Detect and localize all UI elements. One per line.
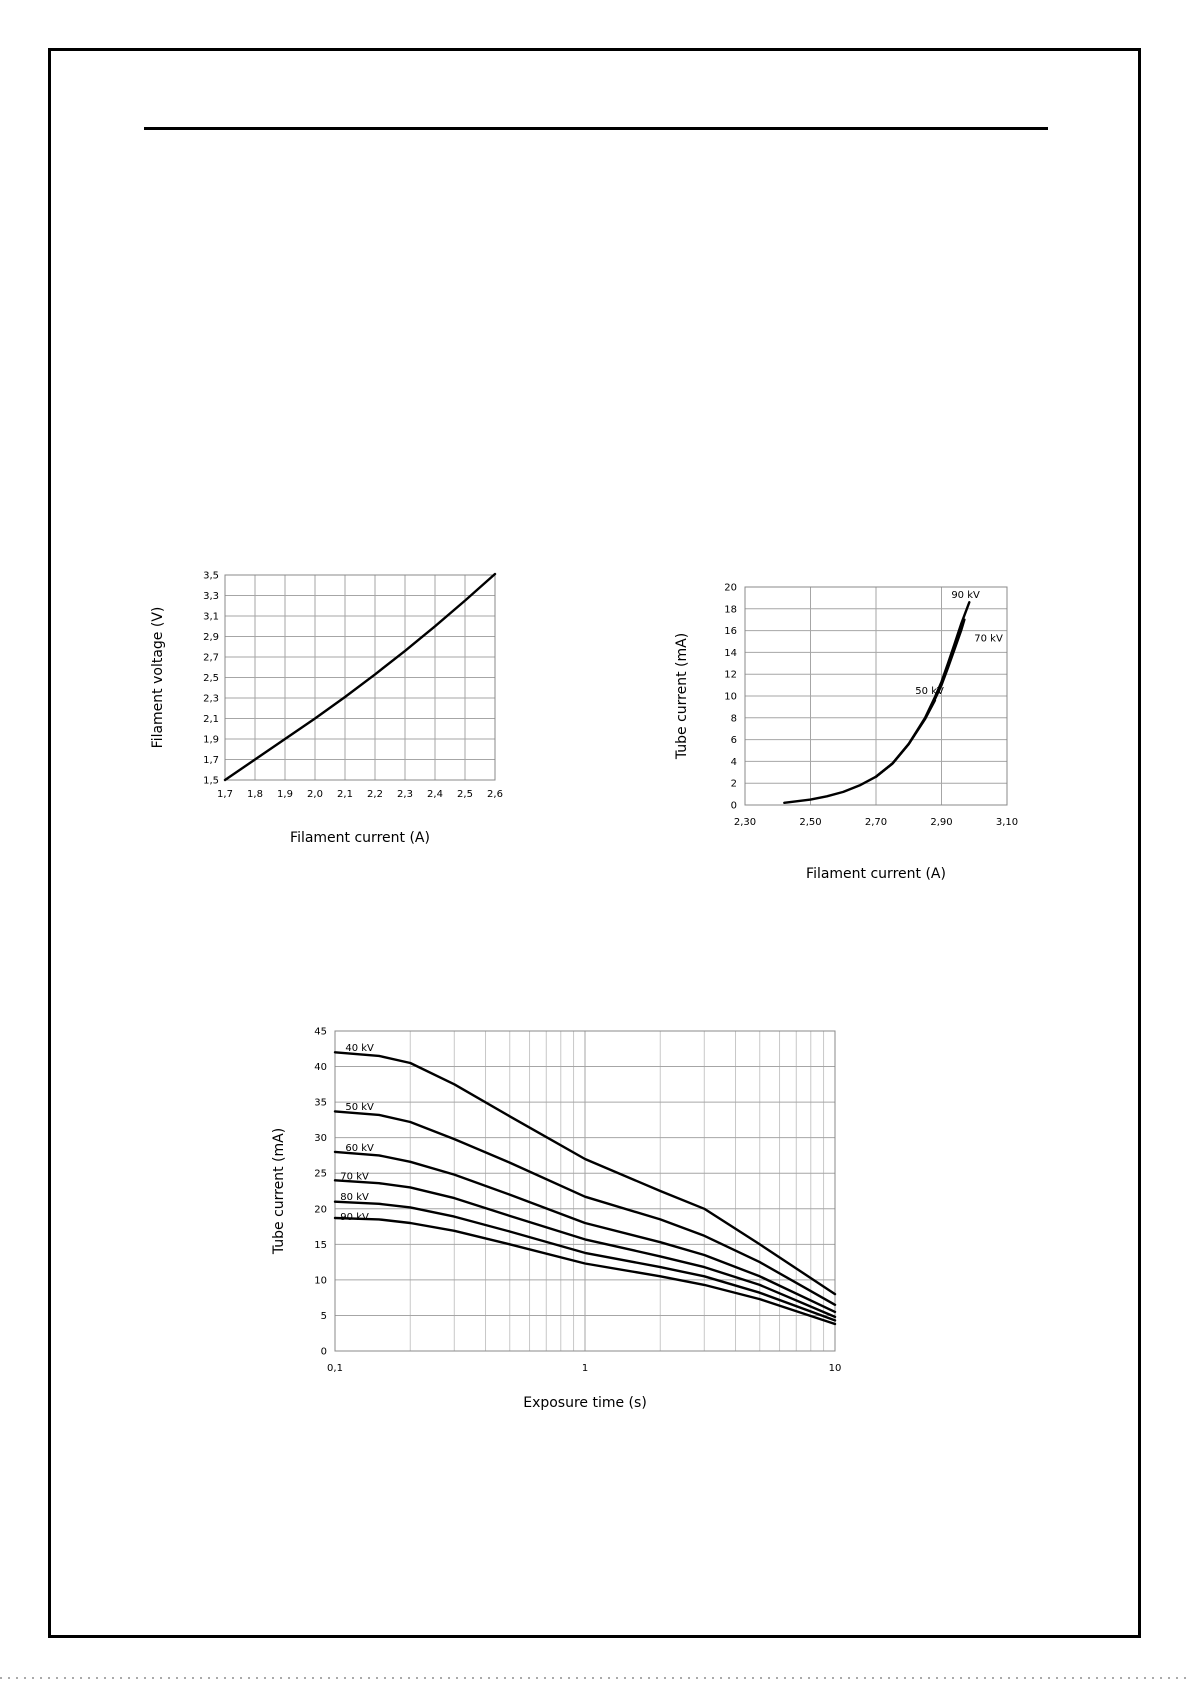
y-tick-label: 45 (314, 1027, 327, 1038)
y-tick-label: 8 (731, 713, 737, 724)
x-tick-label: 1,9 (277, 789, 293, 800)
y-axis-title: Tube current (mA) (271, 1128, 287, 1255)
series-label: 70 kV (340, 1172, 369, 1183)
y-tick-label: 3,1 (203, 612, 219, 623)
series-label: 80 kV (340, 1192, 369, 1203)
y-tick-label: 2,7 (203, 653, 219, 664)
y-tick-label: 2,9 (203, 632, 219, 643)
x-tick-label: 1,7 (217, 789, 233, 800)
y-tick-label: 15 (314, 1240, 327, 1251)
y-tick-label: 14 (724, 648, 737, 659)
y-tick-label: 3,5 (203, 571, 219, 582)
x-tick-label: 1 (582, 1363, 588, 1374)
header-rule (144, 127, 1048, 130)
y-tick-label: 1,9 (203, 735, 219, 746)
x-tick-label: 2,4 (427, 789, 443, 800)
series-label: 50 kV (345, 1102, 374, 1113)
x-tick-label: 2,30 (734, 817, 756, 828)
chart-tube-current-vs-filament: 2,30 2,50 2,70 2,90 3,10 0 2 4 6 8 10 12 14 16 18 20 50 … (674, 583, 1018, 881)
x-axis-title: Filament current (A) (290, 830, 430, 846)
x-tick-label: 2,3 (397, 789, 413, 800)
x-tick-label: 2,70 (865, 817, 887, 828)
y-axis-title: Tube current (mA) (674, 633, 690, 760)
x-tick-label: 0,1 (327, 1363, 343, 1374)
chart-tube-current-vs-exposure: 0,1 1 10 0 5 10 15 20 25 30 35 40 45 40 kV 50 kV 60 kV 7… (271, 1027, 842, 1412)
y-tick-label: 16 (724, 626, 737, 637)
y-tick-label: 4 (731, 757, 737, 768)
x-tick-label: 2,6 (487, 789, 503, 800)
y-tick-label: 1,5 (203, 776, 219, 787)
x-tick-label: 2,2 (367, 789, 383, 800)
series-line (874, 601, 971, 778)
series-line (333, 1150, 837, 1314)
y-tick-label: 30 (314, 1133, 327, 1144)
x-tick-label: 3,10 (996, 817, 1018, 828)
series-label: 50 kV (915, 686, 944, 697)
y-tick-label: 20 (724, 583, 737, 594)
y-tick-label: 25 (314, 1169, 327, 1180)
y-tick-label: 2,1 (203, 714, 219, 725)
y-tick-label: 2,3 (203, 694, 219, 705)
series-line (333, 1110, 837, 1306)
y-tick-label: 2 (731, 779, 737, 790)
series-line (333, 1179, 837, 1319)
y-axis-title: Filament voltage (V) (150, 607, 166, 749)
y-tick-label: 18 (724, 604, 737, 615)
x-tick-label: 1,8 (247, 789, 263, 800)
y-tick-label: 3,3 (203, 591, 219, 602)
plot-area (334, 1030, 836, 1352)
x-axis-title: Filament current (A) (806, 866, 946, 880)
x-tick-label: 2,5 (457, 789, 473, 800)
page-bottom-edge (0, 1677, 1192, 1679)
series-line (783, 699, 937, 805)
plot-area (744, 586, 1008, 806)
y-tick-label: 0 (731, 801, 737, 812)
y-tick-label: 20 (314, 1204, 327, 1215)
y-tick-label: 40 (314, 1062, 327, 1073)
y-tick-label: 35 (314, 1098, 327, 1109)
plot-area (224, 574, 496, 781)
series-line (223, 572, 497, 782)
y-tick-label: 6 (731, 735, 737, 746)
y-tick-label: 10 (724, 692, 737, 703)
series-line (333, 1216, 837, 1326)
y-tick-label: 1,7 (203, 755, 219, 766)
chart-filament-voltage: 1,7 1,8 1,9 2,0 2,1 2,2 2,3 2,4 2,5 2,6 1,5 1,7 1,9 2… (150, 571, 503, 847)
x-tick-label: 2,1 (337, 789, 353, 800)
series-label: 60 kV (345, 1143, 374, 1154)
y-tick-label: 10 (314, 1275, 327, 1286)
y-tick-label: 12 (724, 670, 737, 681)
y-tick-label: 0 (321, 1347, 327, 1358)
y-tick-label: 2,5 (203, 673, 219, 684)
series-label: 70 kV (974, 634, 1003, 645)
series-label: 90 kV (951, 590, 980, 601)
series-line (333, 1051, 837, 1296)
series-label: 40 kV (345, 1043, 374, 1054)
x-tick-label: 2,50 (799, 817, 821, 828)
x-tick-label: 2,90 (930, 817, 952, 828)
series-line (333, 1200, 837, 1322)
x-axis-title: Exposure time (s) (523, 1395, 647, 1411)
x-tick-label: 10 (829, 1363, 842, 1374)
x-tick-label: 2,0 (307, 789, 323, 800)
page-frame (48, 48, 1141, 1638)
y-tick-label: 5 (321, 1311, 327, 1322)
series-label: 90 kV (340, 1212, 369, 1223)
series-line (874, 618, 966, 778)
